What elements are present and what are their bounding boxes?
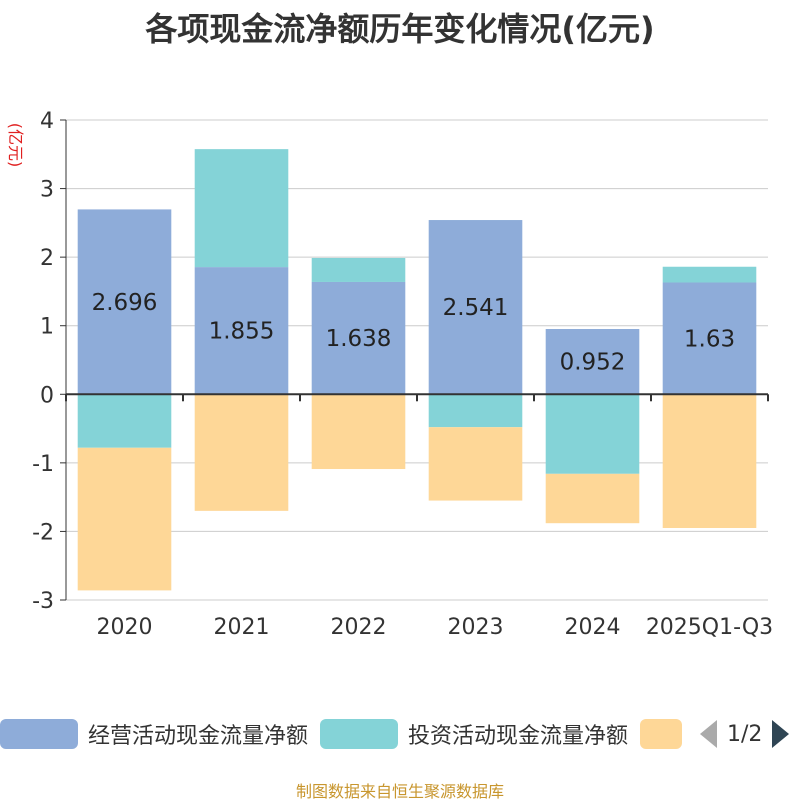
bar-s1-2025Q1-Q3	[662, 266, 757, 283]
legend-swatch-investing	[320, 719, 398, 749]
legend-swatch-financing	[640, 719, 682, 749]
bar-s2-2023	[428, 427, 523, 501]
legend-label-operating: 经营活动现金流量净额	[88, 724, 309, 749]
chart-plot: 4 3 2 1 0 -1 -2 -3 (亿元) 2.696 1.855 1.638 2.541 0.952…	[6, 109, 773, 640]
legend-swatch-operating	[0, 719, 78, 749]
x-tick-label: 2024	[565, 615, 621, 640]
bar-s2-2022	[311, 394, 406, 470]
legend-item-operating[interactable]: 经营活动现金流量净额	[0, 716, 308, 752]
y-tick-label: 0	[40, 383, 54, 408]
x-tick-label: 2021	[214, 615, 270, 640]
x-tick-label: 2020	[97, 615, 153, 640]
x-tick-label: 2022	[331, 615, 387, 640]
bar-s1-2022	[311, 257, 406, 282]
legend-prev-page-icon[interactable]	[700, 720, 717, 748]
bar-s2-2020	[77, 447, 172, 591]
data-label: 1.638	[326, 326, 392, 352]
y-tick-label: 4	[40, 109, 54, 134]
data-source-note: 制图数据来自恒生聚源数据库	[295, 782, 504, 801]
y-tick-label: 1	[40, 315, 54, 340]
bar-s2-2021	[194, 394, 289, 511]
bar-s1-2021	[194, 149, 289, 268]
data-label: 2.696	[92, 290, 158, 316]
x-tick-label: 2025Q1-Q3	[646, 615, 773, 640]
bar-s2-2024	[545, 473, 640, 524]
bar-s1-2024	[545, 394, 640, 474]
legend-item-financing[interactable]	[640, 716, 682, 752]
bar-s0-2021	[194, 267, 289, 395]
data-label: 2.541	[443, 295, 509, 321]
legend-item-investing[interactable]: 投资活动现金流量净额	[320, 716, 628, 752]
bar-s1-2023	[428, 394, 523, 428]
bar-s1-2020	[77, 394, 172, 448]
x-tick-label: 2023	[448, 615, 504, 640]
bar-s2-2025Q1-Q3	[662, 394, 757, 528]
y-tick-label: 2	[40, 246, 54, 271]
y-tick-label: -2	[32, 520, 54, 545]
data-label: 0.952	[560, 350, 626, 376]
bar-s0-2023	[428, 220, 523, 395]
bar-s0-2022	[311, 281, 406, 395]
y-tick-label: 3	[40, 178, 54, 203]
bar-s0-2024	[545, 329, 640, 395]
chart-title: 各项现金流净额历年变化情况(亿元)	[145, 10, 655, 48]
y-tick-label: -1	[32, 452, 54, 477]
data-label: 1.855	[209, 319, 275, 345]
legend-page-indicator: 1/2	[727, 721, 763, 747]
legend: 经营活动现金流量净额 投资活动现金流量净额 1/2	[0, 716, 800, 756]
y-axis-title: (亿元)	[6, 123, 25, 168]
data-label: 1.63	[684, 326, 735, 352]
legend-next-page-icon[interactable]	[772, 720, 790, 748]
legend-pager: 1/2	[700, 716, 790, 752]
bar-s0-2020	[77, 209, 172, 395]
legend-label-investing: 投资活动现金流量净额	[408, 724, 629, 749]
bar-s0-2025Q1-Q3	[662, 282, 757, 395]
y-tick-label: -3	[32, 589, 54, 614]
